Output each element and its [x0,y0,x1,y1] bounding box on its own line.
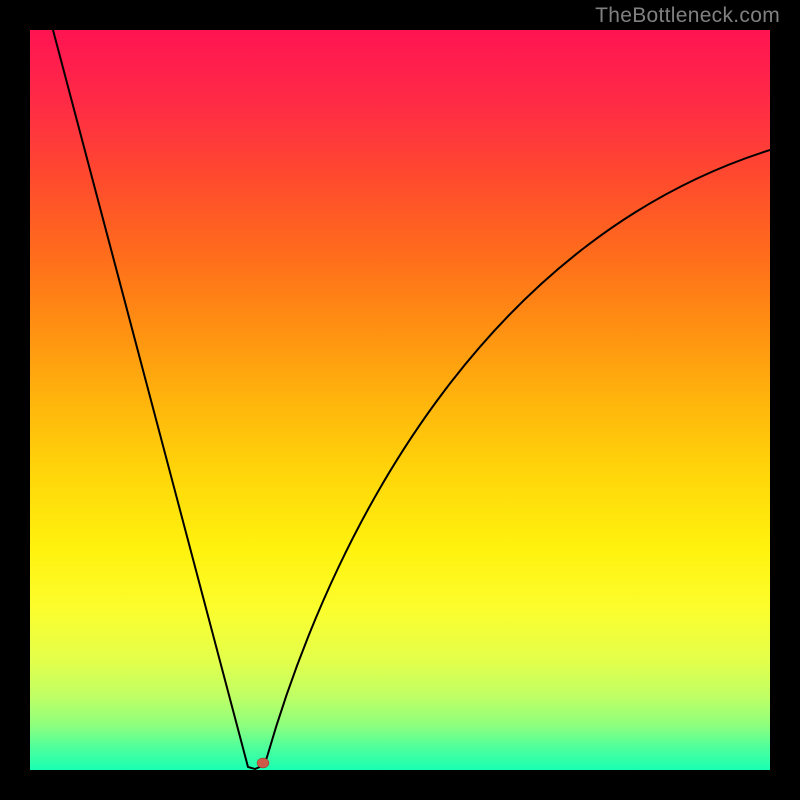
bottleneck-curve [30,30,770,770]
plot-area [30,30,770,770]
watermark-text: TheBottleneck.com [595,4,780,28]
minimum-marker [257,758,269,768]
